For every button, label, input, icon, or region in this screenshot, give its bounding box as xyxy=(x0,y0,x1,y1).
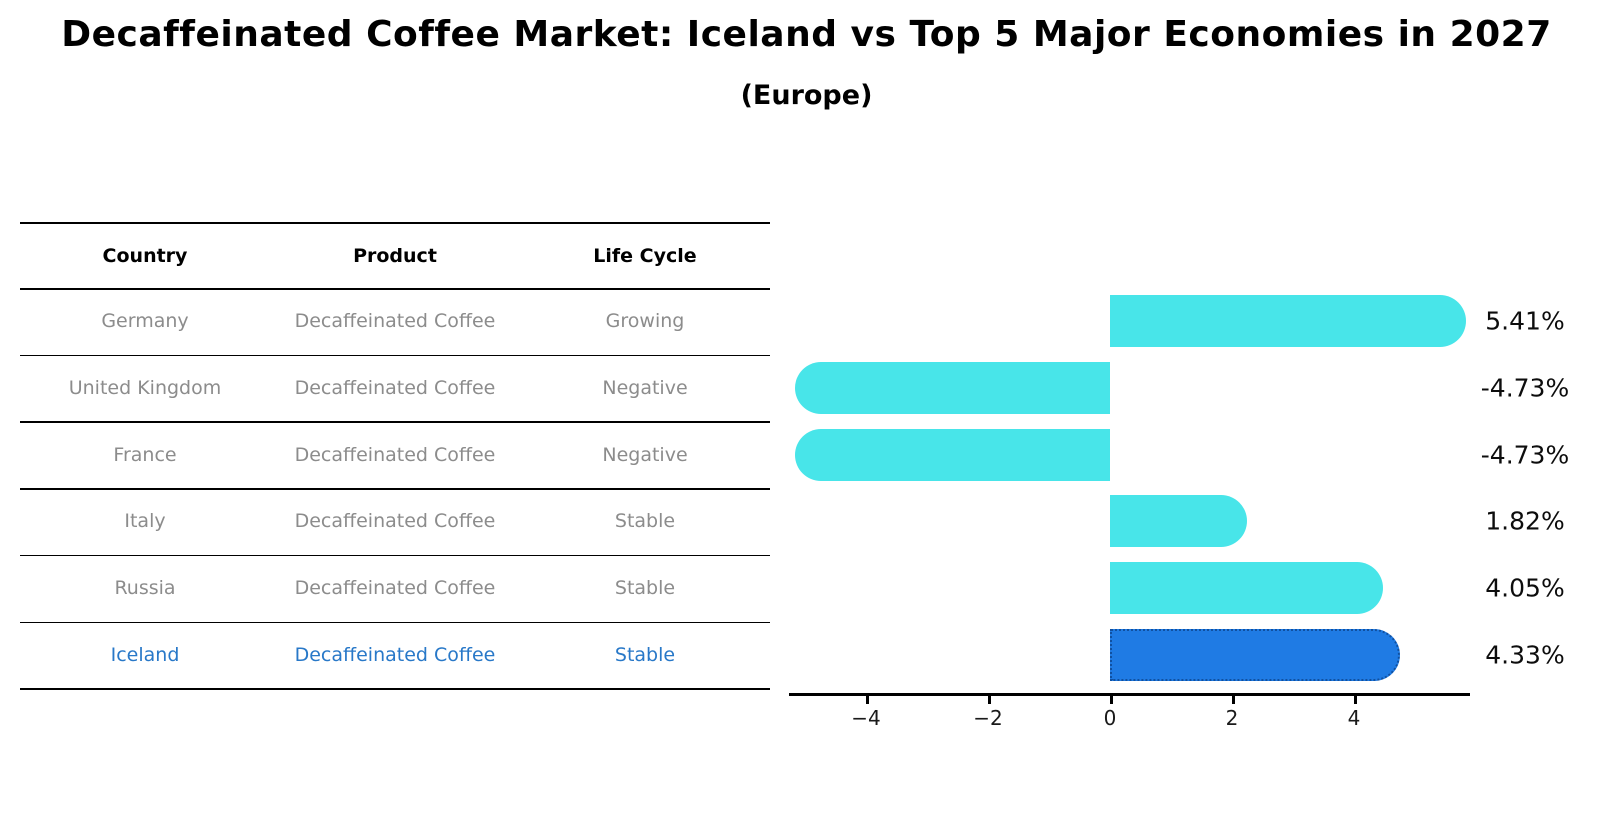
table-cell-lifecycle: Stable xyxy=(614,510,676,533)
table-gridline xyxy=(20,554,770,557)
table-header-product: Product xyxy=(353,245,437,267)
table-cell-lifecycle: Growing xyxy=(605,310,685,333)
bar-italy xyxy=(1110,495,1248,548)
table-cell-product: Decaffeinated Coffee xyxy=(294,443,496,466)
table-cell-product: Decaffeinated Coffee xyxy=(294,310,496,333)
x-axis-tick xyxy=(1232,693,1235,704)
table-header-lifecycle: Life Cycle xyxy=(593,245,697,267)
table-gridline xyxy=(20,288,770,291)
x-axis-tick xyxy=(988,693,991,704)
table-gridline xyxy=(20,688,770,691)
x-axis-tick-label: 0 xyxy=(1103,706,1117,730)
table-header-country: Country xyxy=(102,245,188,267)
x-axis-line xyxy=(789,693,1470,696)
x-axis-tick-label: −4 xyxy=(851,706,881,730)
bar-france xyxy=(795,428,1110,481)
table-gridline xyxy=(20,488,770,490)
table-cell-country: Iceland xyxy=(110,643,180,666)
table-cell-lifecycle: Stable xyxy=(614,643,676,666)
bar-value-label-united-kingdom: -4.73% xyxy=(1480,373,1570,403)
bar-value-label-russia: 4.05% xyxy=(1485,573,1565,603)
table-cell-country: Russia xyxy=(114,577,176,600)
table-gridline xyxy=(20,354,770,357)
table-gridline xyxy=(20,222,770,225)
table-cell-country: France xyxy=(113,443,177,466)
table-cell-lifecycle: Negative xyxy=(602,377,688,400)
table-cell-product: Decaffeinated Coffee xyxy=(294,577,496,600)
x-axis-tick-label: 2 xyxy=(1225,706,1239,730)
x-axis-tick-label: 4 xyxy=(1347,706,1361,730)
table-cell-product: Decaffeinated Coffee xyxy=(294,377,496,400)
bar-iceland xyxy=(1110,628,1401,681)
table-gridline xyxy=(20,421,770,423)
table-cell-country: Germany xyxy=(101,310,189,333)
table-cell-product: Decaffeinated Coffee xyxy=(294,510,496,533)
table-cell-lifecycle: Stable xyxy=(614,577,676,600)
bar-value-label-iceland: 4.33% xyxy=(1485,640,1565,670)
bar-united-kingdom xyxy=(795,362,1110,415)
bar-value-label-germany: 5.41% xyxy=(1485,306,1565,336)
table-cell-product: Decaffeinated Coffee xyxy=(294,643,496,666)
x-axis-tick xyxy=(866,693,869,704)
table-cell-country: United Kingdom xyxy=(68,377,222,400)
chart-title: Decaffeinated Coffee Market: Iceland vs … xyxy=(61,14,1552,55)
bar-value-label-italy: 1.82% xyxy=(1485,506,1565,536)
table-cell-lifecycle: Negative xyxy=(602,443,688,466)
x-axis-tick-label: −2 xyxy=(973,706,1003,730)
table-cell-country: Italy xyxy=(124,510,166,533)
bar-germany xyxy=(1110,295,1466,348)
table-gridline xyxy=(20,621,770,623)
bar-value-label-france: -4.73% xyxy=(1480,440,1570,470)
x-axis-tick xyxy=(1354,693,1357,704)
bar-russia xyxy=(1110,562,1384,615)
x-axis-tick xyxy=(1110,693,1113,704)
chart-subtitle: (Europe) xyxy=(740,80,873,111)
